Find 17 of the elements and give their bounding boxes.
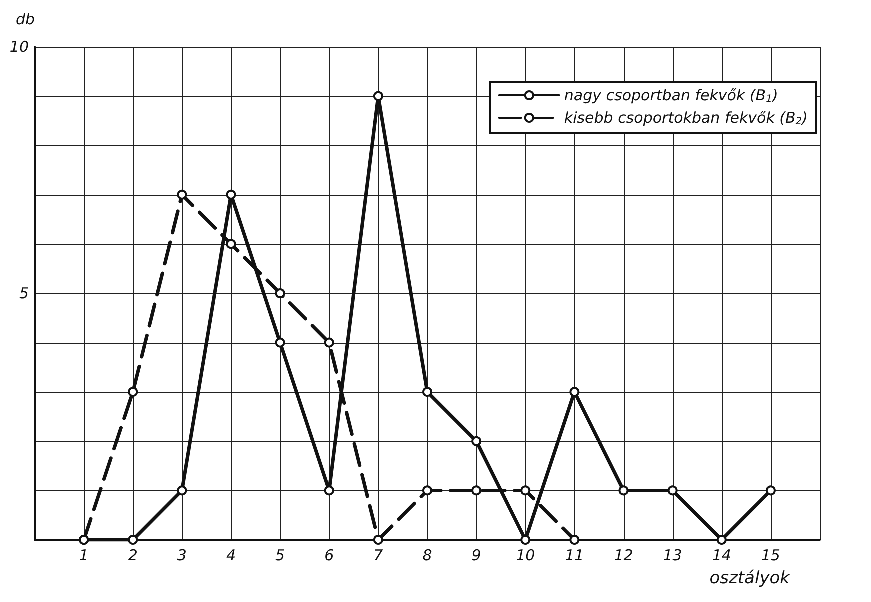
x-tick-label: 5 [276,546,286,564]
x-tick-label: 12 [614,546,634,564]
y-axis-title: db [16,10,35,28]
x-tick-label: 13 [663,546,682,564]
x-tick-label: 6 [324,546,334,564]
x-tick-label: 10 [516,546,536,564]
x-tick-label: 9 [472,546,482,564]
x-tick-label: 8 [422,546,432,564]
x-tick-label: 3 [177,546,187,564]
x-tick-label: 4 [226,546,236,564]
x-tick-label: 1 [79,546,89,564]
x-tick-label: 14 [712,546,732,564]
x-tick-label: 2 [128,546,138,564]
x-tick-label: 7 [374,546,384,564]
x-tick-label: 11 [565,546,584,564]
x-tick-label: 15 [761,546,780,564]
x-axis-title: osztályok [710,568,792,588]
